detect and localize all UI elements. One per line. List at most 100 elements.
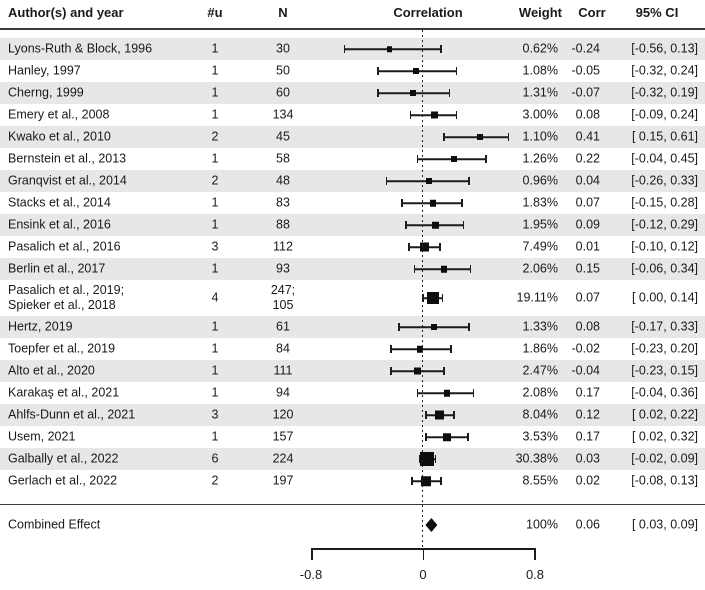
x-axis-tick-right <box>534 548 536 560</box>
ci-cap-left <box>398 323 400 331</box>
study-row: Hertz, 2019 1 61 1.33% 0.08 [-0.17, 0.33] <box>0 316 705 338</box>
column-header-corr: Corr <box>578 5 606 20</box>
study-weight-value: 3.00% <box>522 107 558 122</box>
study-u-value: 4 <box>211 290 219 305</box>
ci-cap-left <box>416 389 419 397</box>
study-corr-value: 0.02 <box>575 473 600 488</box>
effect-size-square-marker <box>426 292 439 304</box>
study-n-value: 120 <box>272 407 294 422</box>
study-corr-value: 0.01 <box>575 239 600 254</box>
ci-cap-left <box>416 155 419 163</box>
study-n-value: 84 <box>276 341 290 356</box>
study-corr-value: -0.02 <box>571 341 601 356</box>
ci-cap-left <box>422 294 424 302</box>
ci-whisker-line <box>344 48 442 50</box>
study-n-value: 197 <box>272 473 294 488</box>
study-u-value: 1 <box>211 151 219 166</box>
study-row: Emery et al., 2008 1 134 3.00% 0.08 [-0.09, 0… <box>0 104 705 126</box>
ci-cap-left <box>408 243 410 251</box>
study-weight-value: 1.31% <box>522 85 558 100</box>
study-ci-value: [-0.17, 0.33] <box>631 319 698 334</box>
study-u-value: 1 <box>211 217 219 232</box>
combined-ci-value: [ 0.03, 0.09] <box>631 517 698 532</box>
column-header-correlation: Correlation <box>393 5 463 20</box>
study-author-label: Pasalich et al., 2019; Spieker et al., 2… <box>8 283 125 312</box>
study-corr-value: -0.04 <box>571 363 601 378</box>
column-header-n: N <box>278 5 288 20</box>
study-row: Cherng, 1999 1 60 1.31% -0.07 [-0.32, 0.19] <box>0 82 705 104</box>
study-n-value: 30 <box>276 41 290 56</box>
study-ci-value: [-0.32, 0.24] <box>631 63 698 78</box>
study-ci-value: [-0.04, 0.45] <box>631 151 698 166</box>
study-corr-value: -0.24 <box>571 41 601 56</box>
ci-cap-left <box>390 345 392 353</box>
study-u-value: 1 <box>211 341 219 356</box>
study-weight-value: 7.49% <box>522 239 558 254</box>
study-ci-value: [ 0.02, 0.22] <box>631 407 698 422</box>
study-n-value: 58 <box>276 151 290 166</box>
study-corr-value: 0.41 <box>575 129 600 144</box>
study-corr-value: 0.22 <box>575 151 600 166</box>
x-axis-tick-left <box>311 548 313 560</box>
study-ci-value: [-0.02, 0.09] <box>631 451 698 466</box>
ci-cap-right <box>448 89 451 97</box>
study-row: Galbally et al., 2022 6 224 30.38% 0.03 [-0.0… <box>0 448 705 470</box>
study-author-label: Toepfer et al., 2019 <box>8 341 116 356</box>
study-n-value: 94 <box>276 385 290 400</box>
study-weight-value: 1.08% <box>522 63 558 78</box>
study-weight-value: 2.08% <box>522 385 558 400</box>
effect-size-square-marker <box>443 389 451 397</box>
ci-cap-right <box>472 389 475 397</box>
ci-cap-right <box>467 433 469 441</box>
header-divider-line <box>0 28 705 30</box>
combined-effect-label: Combined Effect <box>8 517 101 532</box>
x-axis-tick-label: -0.8 <box>299 567 323 582</box>
ci-cap-left <box>425 411 427 419</box>
ci-cap-left <box>425 433 427 441</box>
effect-size-square-marker <box>443 433 451 441</box>
study-weight-value: 1.86% <box>522 341 558 356</box>
study-n-value: 83 <box>276 195 290 210</box>
ci-cap-left <box>390 367 392 375</box>
study-row: Granqvist et al., 2014 2 48 0.96% 0.04 [-0.26… <box>0 170 705 192</box>
study-author-label: Gerlach et al., 2022 <box>8 473 118 488</box>
effect-size-square-marker <box>413 68 419 74</box>
column-header-weight: Weight <box>518 5 562 20</box>
ci-cap-left <box>409 111 412 119</box>
study-author-label: Karakaş et al., 2021 <box>8 385 120 400</box>
ci-whisker-line <box>444 136 509 138</box>
combined-effect-row: Combined Effect 100% 0.06 [ 0.03, 0.09] <box>0 506 705 544</box>
study-ci-value: [ 0.15, 0.61] <box>631 129 698 144</box>
effect-size-square-marker <box>440 265 448 273</box>
study-corr-value: -0.07 <box>571 85 601 100</box>
study-ci-value: [ 0.00, 0.14] <box>631 290 698 305</box>
study-row: Pasalich et al., 2019; Spieker et al., 2… <box>0 280 705 316</box>
study-u-value: 6 <box>211 451 219 466</box>
study-author-label: Berlin et al., 2017 <box>8 261 106 276</box>
study-n-value: 111 <box>273 363 293 378</box>
study-author-label: Granqvist et al., 2014 <box>8 173 127 188</box>
study-u-value: 1 <box>211 429 219 444</box>
ci-cap-right <box>453 411 455 419</box>
ci-cap-left <box>411 477 413 485</box>
study-n-value: 48 <box>276 173 290 188</box>
study-corr-value: 0.12 <box>575 407 600 422</box>
study-ci-value: [-0.26, 0.33] <box>631 173 698 188</box>
zero-reference-line <box>422 30 423 548</box>
effect-size-square-marker <box>421 476 431 486</box>
x-axis-tick-label: 0 <box>419 567 427 582</box>
ci-cap-right <box>461 199 463 207</box>
ci-cap-left <box>377 67 379 75</box>
study-author-label: Alto et al., 2020 <box>8 363 95 378</box>
study-u-value: 1 <box>211 319 219 334</box>
ci-cap-right <box>455 67 458 75</box>
study-corr-value: 0.07 <box>575 290 600 305</box>
study-row: Pasalich et al., 2016 3 112 7.49% 0.01 [-0.10… <box>0 236 705 258</box>
column-header-u: #u <box>207 5 223 20</box>
ci-cap-right <box>507 133 510 141</box>
study-row: Lyons-Ruth & Block, 1996 1 30 0.62% -0.24 [-0… <box>0 38 705 60</box>
combined-effect-diamond-marker <box>425 518 438 532</box>
effect-size-square-marker <box>430 111 438 119</box>
study-weight-value: 2.47% <box>522 363 558 378</box>
